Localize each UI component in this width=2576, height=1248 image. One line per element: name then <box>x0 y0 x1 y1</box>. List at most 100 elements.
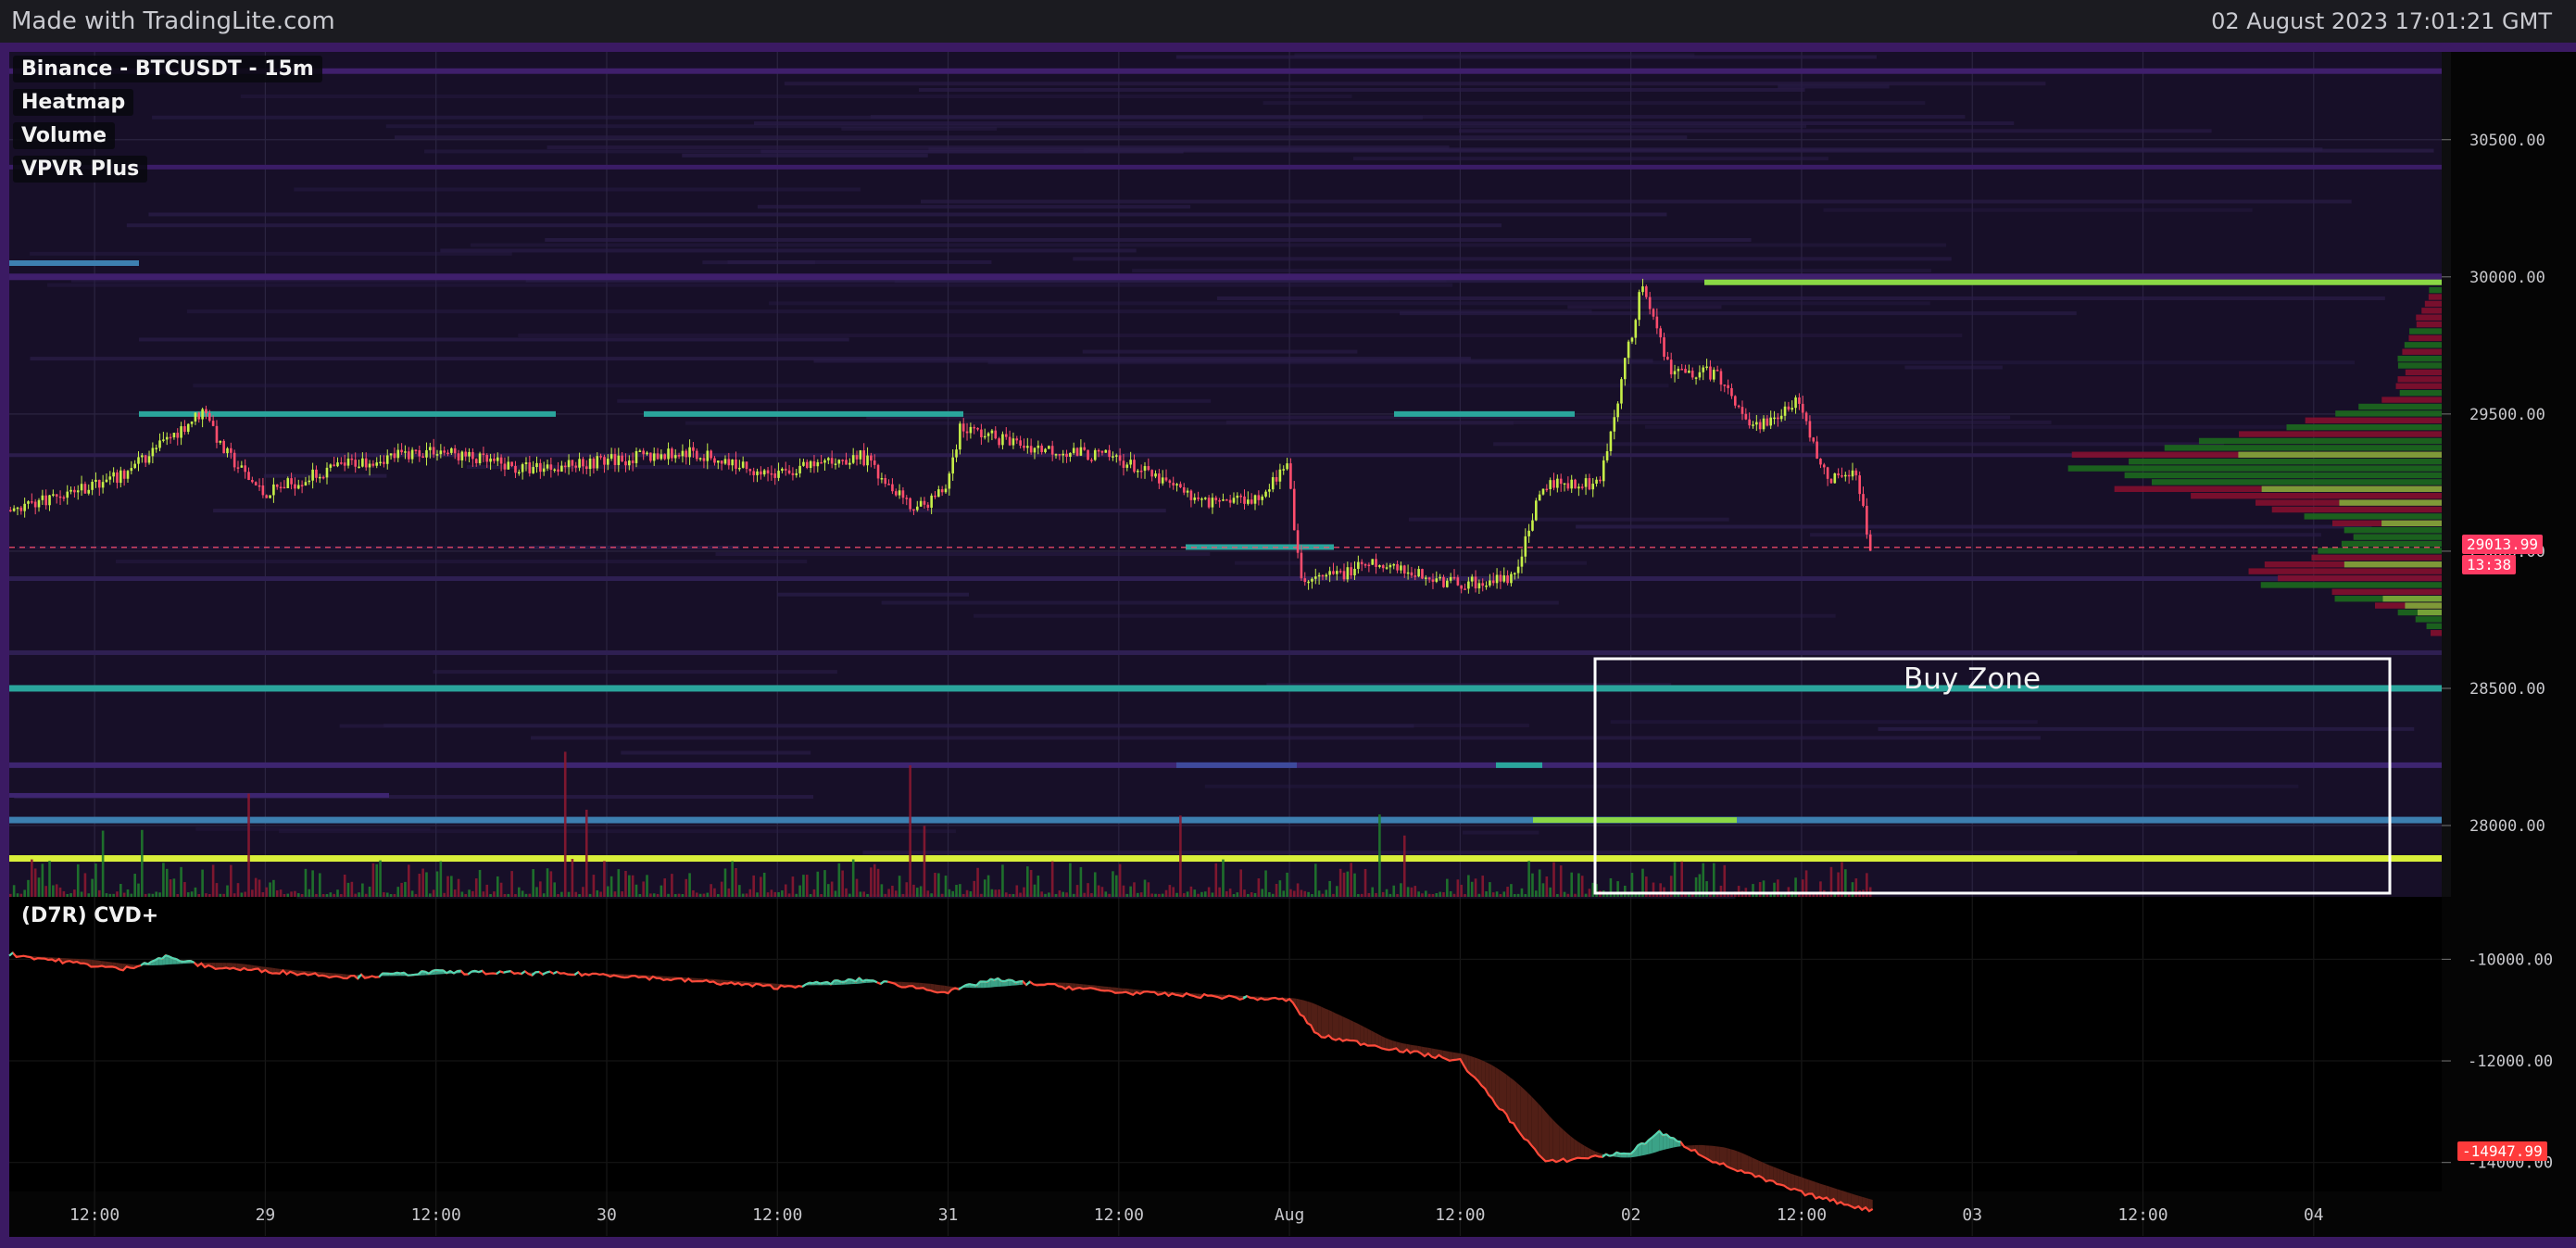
volume-bar <box>535 887 538 897</box>
candle-body <box>1389 564 1392 568</box>
vpvr-bar <box>2198 437 2442 445</box>
volume-bar <box>656 893 660 897</box>
volume-bar <box>1495 891 1499 897</box>
cvd-line-up-segment <box>812 980 817 985</box>
heatmap-faint-level <box>1225 420 2052 424</box>
volume-bar <box>83 873 87 897</box>
candle-body <box>1357 561 1360 569</box>
x-tick-label: 03 <box>1962 1205 1982 1225</box>
candle-body <box>1862 494 1865 506</box>
candle-body <box>58 496 62 498</box>
candle-body <box>1040 445 1043 453</box>
candle-body <box>1054 454 1058 456</box>
volume-bar <box>961 893 965 897</box>
candle-body <box>1744 413 1748 420</box>
candle-body <box>69 489 72 492</box>
cvd-fill-segment <box>1580 1143 1585 1159</box>
candle-body <box>1114 455 1118 457</box>
candle-body <box>1004 434 1008 437</box>
heatmap-faint-level <box>1878 726 2415 731</box>
candle-body <box>507 461 510 470</box>
vpvr-bar <box>2248 568 2442 574</box>
volume-bar <box>773 891 777 897</box>
volume-bar <box>1645 876 1648 897</box>
candle-body <box>1278 469 1282 482</box>
candle-body <box>162 439 165 441</box>
cvd-fill-segment <box>1559 1126 1564 1161</box>
volume-bar <box>613 891 617 897</box>
volume-bar <box>308 889 311 897</box>
heatmap-faint-level <box>30 357 1471 361</box>
cvd-line-up-segment <box>975 980 981 987</box>
volume-bar <box>1093 872 1097 897</box>
cvd-fill-segment <box>1378 1034 1382 1049</box>
volume-bar <box>1491 892 1495 897</box>
candle-body <box>1666 357 1669 360</box>
heatmap-faint-level <box>1408 517 1729 522</box>
candle-body <box>1261 496 1263 500</box>
cvd-fill-segment <box>1577 1141 1581 1158</box>
volume-bar <box>421 868 424 897</box>
volume-bar <box>1513 894 1516 897</box>
volume-bar <box>1257 878 1261 897</box>
cvd-fill-segment <box>1868 1199 1873 1212</box>
cvd-indicator-label[interactable]: (D7R) CVD+ <box>21 904 159 927</box>
vpvr-layer-label[interactable]: VPVR Plus <box>13 156 148 183</box>
candle-body <box>866 455 869 466</box>
volume-bar <box>624 870 627 897</box>
volume-bar <box>1666 893 1669 897</box>
volume-bar <box>368 886 371 897</box>
candle-body <box>471 451 474 460</box>
chart-canvas[interactable]: 12:00 29 12:00 30 12:00 31 12:00 Aug 12:00 02 12:0… <box>0 43 2576 1248</box>
candle-body <box>994 430 998 439</box>
volume-bar <box>1129 886 1132 897</box>
candle-body <box>1470 576 1474 582</box>
volume-bar <box>969 891 973 897</box>
volume-bar <box>1336 886 1338 897</box>
candle-body <box>336 462 339 467</box>
cvd-fill-segment <box>1325 1008 1329 1038</box>
candle-body <box>845 460 848 465</box>
heatmap-faint-level <box>1073 257 1952 261</box>
volume-bar <box>1577 873 1580 897</box>
volume-bar <box>1346 871 1350 897</box>
candle-body <box>364 458 368 468</box>
candle-body <box>1777 417 1779 420</box>
volume-bar <box>859 891 862 897</box>
vpvr-bar <box>2416 321 2442 328</box>
candle-body <box>261 485 265 496</box>
candle-body <box>1289 463 1292 489</box>
candle-body <box>1392 563 1396 566</box>
volume-bar <box>1072 893 1075 897</box>
volume-bar <box>296 893 300 897</box>
volume-bar <box>165 868 169 897</box>
candle-body <box>1520 556 1524 567</box>
candle-body <box>1812 437 1816 442</box>
volume-bar <box>1289 889 1292 897</box>
candle-body <box>421 456 424 459</box>
volume-bar <box>1328 880 1331 897</box>
candle-body <box>1218 499 1221 502</box>
candle-body <box>1709 366 1712 380</box>
cvd-line-up-segment <box>410 973 415 977</box>
heatmap-faint-level <box>813 359 1653 363</box>
buy-zone-box[interactable] <box>1593 657 2392 895</box>
heatmap-layer-label[interactable]: Heatmap <box>13 89 134 116</box>
volume-bar <box>1777 879 1779 897</box>
cvd-fill-segment <box>1705 1145 1710 1160</box>
exchange-label: Binance - BTCUSDT - 15m <box>13 56 322 82</box>
volume-bar <box>1698 874 1702 897</box>
volume-bar <box>1097 885 1100 897</box>
candle-body <box>1367 564 1371 567</box>
volume-bar <box>802 875 805 897</box>
volume-layer-label[interactable]: Volume <box>13 122 115 149</box>
candle-body <box>628 460 631 466</box>
cvd-fill-segment <box>1794 1175 1799 1191</box>
cvd-line-up-segment <box>873 979 878 984</box>
volume-bar <box>1673 862 1677 897</box>
cvd-fill-segment <box>1727 1148 1731 1168</box>
volume-bar <box>1609 877 1613 897</box>
volume-bar <box>294 890 296 897</box>
volume-bar <box>994 889 998 897</box>
heatmap-faint-level <box>1294 53 1695 57</box>
